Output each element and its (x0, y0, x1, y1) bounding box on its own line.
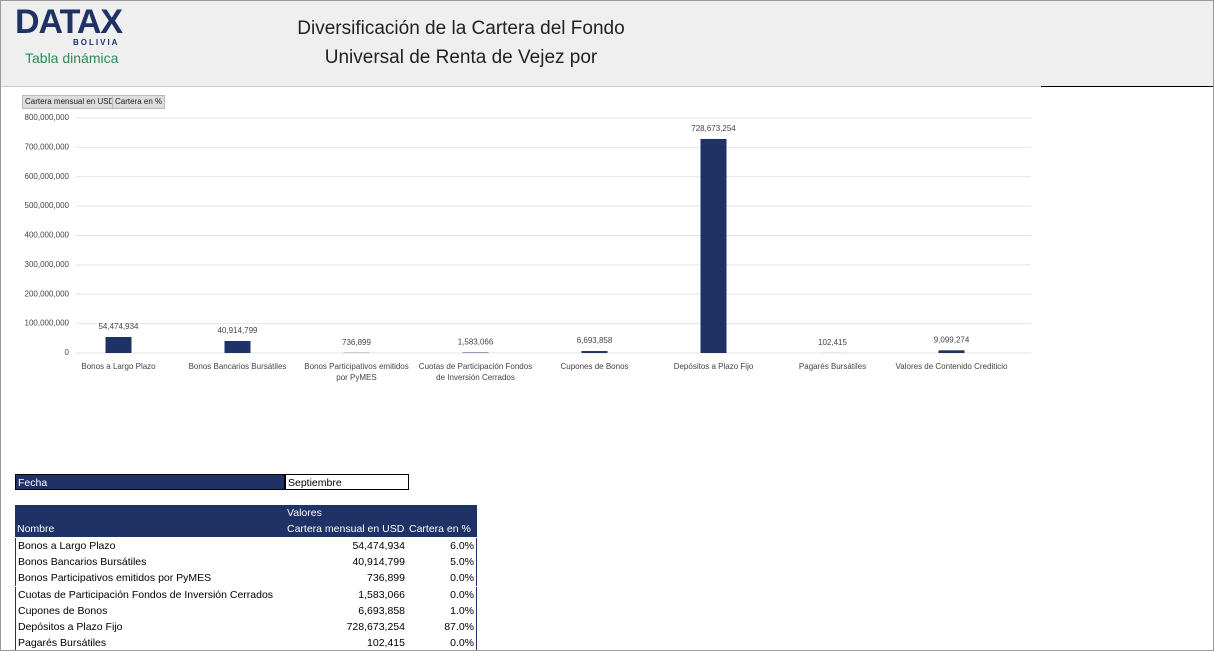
data-label: 54,474,934 (98, 322, 139, 331)
table-cell: 6.0% (407, 538, 477, 554)
y-tick-label: 400,000,000 (25, 231, 70, 240)
data-label: 40,914,799 (217, 326, 258, 335)
table-cell: 40,914,799 (352, 556, 405, 569)
column-header[interactable]: Nombre (15, 521, 285, 537)
y-tick-label: 600,000,000 (25, 172, 70, 181)
data-label: 9,099,274 (934, 335, 970, 344)
divider (1041, 86, 1213, 87)
table-cell: Pagarés Bursátiles (15, 635, 285, 650)
table-cell: 1.0% (407, 602, 477, 619)
chart: 0 100,000,000 200,000,000 300,000,000 400,00… (25, 113, 1031, 357)
x-tick-label: Cuotas de Participación Fondos de Invers… (418, 362, 533, 382)
table-cell: 0.0% (407, 586, 477, 603)
data-label: 102,415 (818, 338, 847, 347)
x-tick-label: Cupones de Bonos (560, 362, 629, 371)
header (1, 1, 1213, 87)
table-cell: 102,415 (367, 637, 405, 650)
bar (105, 336, 132, 353)
table-cell: 728,673,254 (346, 621, 405, 633)
bar (700, 138, 727, 353)
data-label: 736,899 (342, 338, 371, 347)
table-cell: 87.0% (407, 619, 477, 635)
logo-sub: BOLIVIA (73, 38, 120, 47)
slicer-button[interactable]: Cartera mensual en USD (22, 95, 118, 109)
slicer-button[interactable]: Cartera en % (112, 95, 166, 109)
title: Diversificación de la Cartera del Fondo (297, 18, 625, 39)
column-header: Cartera en % (407, 521, 477, 537)
subtitle: Tabla dinámica (25, 50, 119, 66)
table-cell: Bonos Bancarios Bursátiles (15, 554, 285, 571)
y-tick-label: 500,000,000 (25, 201, 70, 210)
table-cell: Depósitos a Plazo Fijo (15, 619, 285, 635)
table-cell: Cuotas de Participación Fondos de Invers… (15, 586, 285, 603)
y-tick-label: 100,000,000 (25, 319, 70, 328)
table-cell: 1,583,066 (358, 588, 405, 601)
bar (581, 351, 608, 353)
table-cell: 0.0% (407, 570, 477, 587)
y-tick-label: 700,000,000 (25, 142, 70, 151)
x-tick-label: Bonos Participativos emitidos por PyMES (304, 362, 409, 382)
table-cell: 0.0% (407, 635, 477, 650)
bar (938, 350, 965, 353)
title: Universal de Renta de Vejez por (324, 47, 598, 68)
y-tick-label: 800,000,000 (25, 113, 70, 122)
table-cell: Bonos Participativos emitidos por PyMES (15, 570, 285, 587)
table-cell: 5.0% (407, 554, 477, 571)
data-label: 728,673,254 (691, 124, 736, 133)
x-tick-label: Depósitos a Plazo Fijo (673, 362, 754, 371)
table-cell: Bonos a Largo Plazo (15, 538, 285, 554)
y-tick-label: 200,000,000 (25, 289, 70, 298)
filter-label: Fecha (15, 474, 285, 490)
bar (224, 340, 251, 353)
x-tick-label: Valores de Contenido Crediticio (895, 362, 1008, 371)
column-header: Cartera mensual en USD (285, 521, 407, 537)
y-tick-label: 300,000,000 (25, 260, 70, 269)
table-header (15, 505, 477, 522)
table-cell: 54,474,934 (352, 540, 405, 552)
data-label: 1,583,066 (458, 338, 494, 347)
x-tick-label: Bonos a Largo Plazo (81, 362, 156, 371)
logo: DATAX (15, 3, 123, 41)
x-tick-label: Bonos Bancarios Bursátiles (188, 362, 287, 371)
filter-value[interactable]: Septiembre (285, 474, 409, 490)
table-cell: 736,899 (367, 572, 405, 585)
y-tick-label: 0 (65, 348, 70, 357)
values-header: Valores (285, 505, 405, 521)
table-cell: 6,693,858 (358, 604, 405, 617)
data-label: 6,693,858 (577, 336, 613, 345)
x-tick-label: Pagarés Bursátiles (798, 362, 867, 371)
table-cell: Cupones de Bonos (15, 602, 285, 619)
